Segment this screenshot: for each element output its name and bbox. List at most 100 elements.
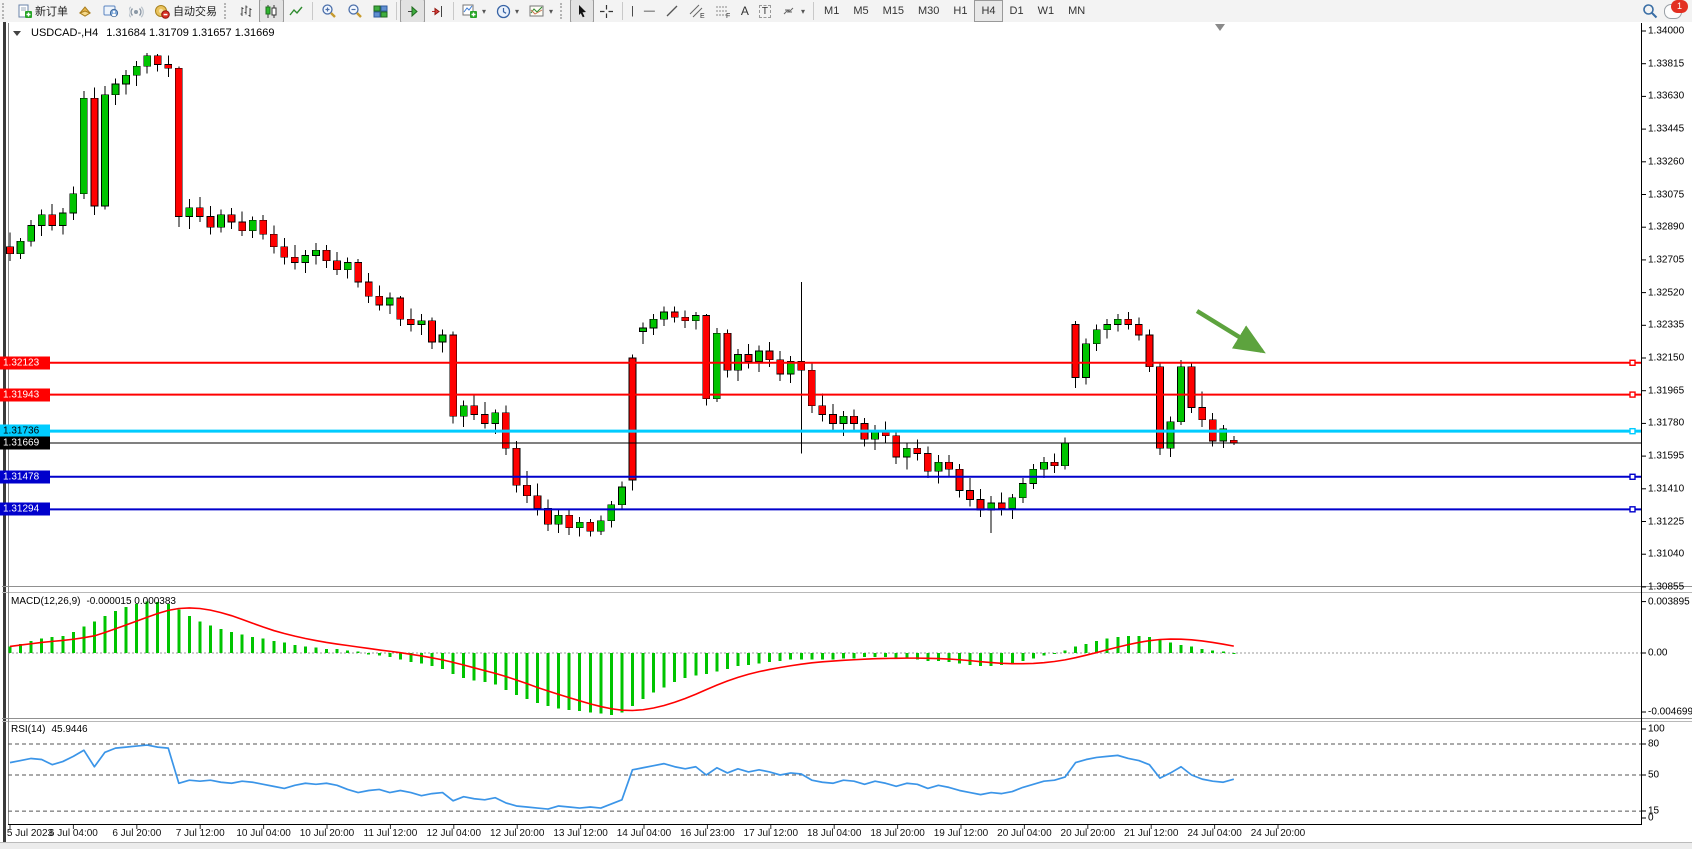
- candle-bullish: [79, 97, 88, 194]
- candle-bullish: [660, 311, 668, 320]
- arrows-tool[interactable]: ▾: [776, 0, 810, 23]
- macd-name: MACD(12,26,9): [11, 596, 81, 607]
- timeframe-H4[interactable]: H4: [974, 0, 1003, 22]
- candle-bearish: [449, 334, 457, 417]
- data-window-button[interactable]: [98, 0, 124, 23]
- macd-histogram-bar: [968, 653, 972, 665]
- notifications-button[interactable]: 1: [1664, 0, 1688, 19]
- templates-button[interactable]: ▾: [524, 0, 558, 23]
- candle-bearish: [407, 318, 415, 325]
- chart-symbol-period: USDCAD-,H4: [31, 27, 99, 39]
- zoom-out-button[interactable]: [342, 0, 368, 23]
- data-window-icon: [103, 5, 119, 17]
- candle-bearish: [797, 361, 806, 371]
- candle-bearish: [6, 246, 14, 255]
- signals-button[interactable]: [124, 0, 149, 23]
- candle-bullish: [649, 318, 658, 329]
- macd-histogram-bar: [1105, 638, 1109, 653]
- candle-bearish: [164, 64, 173, 69]
- tile-windows-button[interactable]: [368, 0, 393, 23]
- candle-bearish: [997, 502, 1006, 509]
- zoom-in-button[interactable]: [316, 0, 342, 23]
- channel-tool[interactable]: E: [684, 0, 710, 23]
- timeframe-M5[interactable]: M5: [853, 5, 869, 17]
- chart-shift-button[interactable]: [425, 0, 450, 23]
- new-order-label: 新订单: [35, 6, 68, 18]
- candle-bearish: [565, 514, 574, 529]
- macd-histogram-bar: [314, 647, 318, 653]
- candle-bearish: [333, 260, 341, 270]
- candle-bearish: [196, 207, 204, 217]
- macd-values: -0.000015 0.000383: [86, 596, 176, 607]
- search-icon[interactable]: [1642, 3, 1658, 19]
- timeframe-H1[interactable]: H1: [953, 5, 968, 17]
- macd-histogram-bar: [1179, 645, 1183, 653]
- trendline-tool[interactable]: [660, 0, 684, 23]
- arrow-objects-icon: [783, 7, 794, 14]
- macd-histogram-bar: [588, 653, 592, 713]
- horizontal-line-tool[interactable]: —: [639, 0, 660, 23]
- chart-line-button[interactable]: [284, 0, 309, 23]
- new-order-button[interactable]: 新订单: [12, 0, 73, 23]
- macd-histogram-bar: [251, 637, 255, 653]
- macd-histogram-bar: [725, 653, 729, 669]
- candle-bullish: [122, 74, 130, 85]
- candle-bullish: [248, 219, 257, 232]
- timeframe-M30[interactable]: M30: [918, 5, 940, 17]
- macd-histogram-bar: [1221, 651, 1225, 653]
- chart-bars-button[interactable]: [234, 0, 259, 23]
- candle-bearish: [628, 357, 637, 481]
- timeframe-W1[interactable]: W1: [1037, 5, 1055, 17]
- toolbar-grip[interactable]: [560, 3, 567, 19]
- timeframe-M15[interactable]: M15: [882, 5, 905, 17]
- macd-histogram-bar: [367, 653, 371, 655]
- dropdown-caret-icon: ▾: [549, 6, 554, 16]
- symbol-dropdown-icon[interactable]: [13, 30, 21, 36]
- equidistant-channel-icon: E: [689, 4, 705, 19]
- candle-bearish: [428, 320, 436, 343]
- crosshair-tool-button[interactable]: [594, 0, 619, 23]
- macd-histogram-bar: [8, 646, 12, 653]
- vertical-line-tool[interactable]: |: [626, 0, 639, 23]
- macd-histogram-bar: [947, 653, 951, 663]
- new-order-icon: [18, 4, 32, 18]
- candle-bearish: [850, 415, 858, 424]
- macd-histogram-bar: [1158, 639, 1162, 653]
- toolbar: 新订单: [0, 0, 1692, 23]
- macd-histogram-bar: [926, 653, 930, 661]
- candle-bullish: [786, 361, 795, 375]
- candle-bearish: [227, 214, 236, 223]
- hline-handle: [1629, 506, 1636, 513]
- text-tool[interactable]: A: [736, 0, 754, 23]
- candle-bearish: [153, 55, 162, 65]
- tile-windows-icon: [373, 5, 388, 17]
- macd-histogram-bar: [472, 653, 476, 681]
- market-watch-button[interactable]: [73, 0, 98, 23]
- text-label-tool[interactable]: T: [754, 0, 776, 23]
- timeframe-M1[interactable]: M1: [824, 5, 840, 17]
- candle-bearish: [913, 447, 922, 454]
- timeframe-MN[interactable]: MN: [1068, 5, 1086, 17]
- macd-histogram-bar: [261, 638, 265, 653]
- macd-histogram-bar: [240, 634, 244, 653]
- toolbar-grip[interactable]: [2, 3, 9, 19]
- candle-bearish: [702, 315, 711, 400]
- macd-histogram-bar: [430, 653, 434, 667]
- timeframe-D1[interactable]: D1: [1009, 5, 1024, 17]
- fibonacci-tool[interactable]: F: [710, 0, 736, 23]
- macd-histogram-bar: [219, 629, 223, 653]
- macd-histogram-bar: [630, 653, 634, 706]
- candle-bullish: [839, 415, 848, 424]
- auto-trading-button[interactable]: 自动交易: [149, 0, 222, 23]
- toolbar-grip[interactable]: [224, 3, 231, 19]
- macd-histogram-bar: [409, 653, 413, 663]
- indicators-button[interactable]: ▾: [457, 0, 491, 23]
- vertical-line-icon: |: [631, 5, 634, 17]
- macd-histogram-bar: [208, 625, 212, 653]
- candle-bearish: [776, 359, 785, 375]
- periods-button[interactable]: ▾: [491, 0, 524, 23]
- candle-bearish: [892, 435, 901, 458]
- candle-bearish: [1156, 366, 1164, 449]
